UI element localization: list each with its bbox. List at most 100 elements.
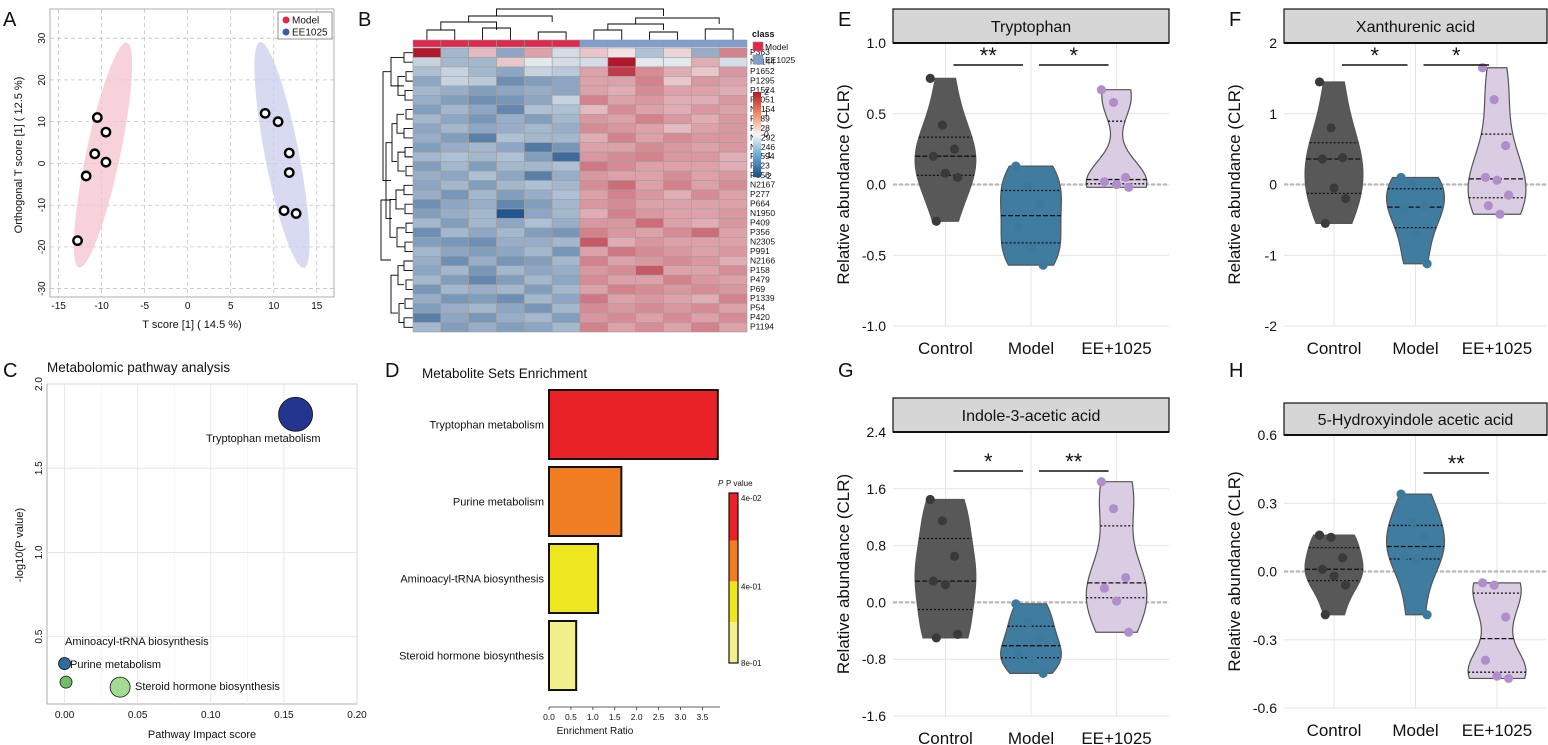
heatmap-cell bbox=[579, 218, 609, 229]
heatmap-cell bbox=[440, 113, 469, 125]
data-point bbox=[1038, 260, 1048, 270]
heatmap-cell bbox=[579, 199, 609, 210]
class-bar-cell bbox=[468, 39, 497, 48]
class-bar-cell bbox=[551, 39, 581, 48]
colorbar-tick-label: 4e-02 bbox=[741, 494, 762, 503]
heatmap-cell bbox=[579, 274, 609, 285]
heatmap-cell bbox=[440, 123, 469, 134]
data-point bbox=[1410, 555, 1421, 565]
pathway-point bbox=[58, 657, 71, 670]
heatmap-cell bbox=[718, 274, 748, 285]
heatmap-cell bbox=[468, 237, 497, 248]
heatmap-cell bbox=[663, 274, 692, 285]
heatmap-cell bbox=[468, 218, 497, 229]
violin-panels: E Tryptophan 1.0 0.5 0.0 -0.5 -1.0 Control Model… bbox=[834, 8, 1548, 745]
data-point bbox=[1329, 571, 1339, 581]
heatmap-cell bbox=[607, 303, 636, 314]
data-point bbox=[952, 172, 963, 183]
heatmap-cell bbox=[496, 47, 525, 58]
heatmap-cell bbox=[468, 227, 497, 238]
heatmap-cell bbox=[579, 76, 609, 87]
heatmap-cell bbox=[524, 76, 553, 87]
heatmap-cell bbox=[579, 180, 609, 191]
y-tick-label: -20 bbox=[37, 239, 48, 254]
heatmap-cell bbox=[579, 161, 609, 172]
heatmap-cell bbox=[524, 227, 553, 238]
dendrogram-branch bbox=[395, 189, 404, 210]
dendrogram-branch bbox=[440, 21, 497, 30]
heatmap-cell bbox=[663, 199, 692, 210]
ee1025-point bbox=[283, 167, 295, 179]
colorbar-segment bbox=[729, 493, 738, 541]
x-tick-label: 0.20 bbox=[347, 710, 367, 721]
heatmap-cell bbox=[496, 265, 525, 276]
class-bar-cell bbox=[718, 39, 748, 48]
class-bar-cell bbox=[635, 39, 664, 48]
heatmap-cell bbox=[524, 312, 553, 323]
heatmap-cell bbox=[718, 255, 748, 267]
heatmap-cell bbox=[496, 76, 525, 87]
x-category-label: Control bbox=[1307, 721, 1362, 740]
heatmap-cell bbox=[635, 293, 664, 304]
heatmap-cell bbox=[607, 293, 636, 304]
heatmap-cell bbox=[607, 47, 636, 58]
class-bar-cell bbox=[691, 39, 720, 48]
enrichment-category-label: Tryptophan metabolism bbox=[429, 420, 544, 432]
panel-letter-b: B bbox=[358, 9, 371, 31]
heatmap-cell bbox=[579, 57, 609, 68]
heatmap-cell bbox=[718, 180, 748, 191]
data-point bbox=[952, 629, 963, 639]
heatmap-cell bbox=[635, 113, 664, 125]
y-tick-label: 0.0 bbox=[1258, 564, 1278, 580]
heatmap-cell bbox=[718, 95, 748, 106]
heatmap-cell bbox=[412, 151, 442, 162]
heatmap-cell bbox=[691, 218, 720, 229]
heatmap-cell bbox=[635, 312, 664, 323]
heatmap-cell bbox=[440, 161, 469, 172]
heatmap-cell bbox=[635, 237, 664, 248]
heatmap-cell bbox=[579, 47, 609, 58]
heatmap-cell bbox=[607, 85, 636, 96]
heatmap-cell bbox=[579, 189, 609, 200]
class-bar-cell bbox=[412, 39, 442, 48]
heatmap-cell bbox=[663, 170, 692, 181]
row-label: N2305 bbox=[750, 236, 775, 246]
panel-a-points bbox=[72, 107, 302, 247]
dendrogram-branch bbox=[403, 52, 413, 63]
heatmap-cell bbox=[663, 246, 692, 257]
heatmap-cell bbox=[635, 284, 664, 295]
heatmap-cell bbox=[551, 151, 581, 162]
y-tick-label: 2.0 bbox=[34, 377, 45, 391]
heatmap-cell bbox=[718, 113, 748, 125]
violin-control bbox=[914, 77, 977, 222]
heatmap-cell bbox=[524, 274, 553, 285]
heatmap-cell bbox=[468, 113, 497, 125]
heatmap-cell bbox=[691, 142, 720, 153]
y-tick-label: -0.5 bbox=[862, 247, 886, 263]
heatmap-cell bbox=[663, 237, 692, 248]
heatmap-cell bbox=[718, 227, 748, 238]
heatmap-cell bbox=[718, 151, 748, 162]
model-point bbox=[80, 170, 92, 182]
model-point bbox=[100, 126, 112, 138]
legend-b-ee1025-swatch bbox=[752, 54, 764, 65]
data-point bbox=[1317, 154, 1327, 164]
row-label: P1652 bbox=[750, 66, 775, 76]
significance-stars: * bbox=[984, 449, 993, 474]
x-category-label: Model bbox=[1392, 339, 1438, 358]
heatmap-cell bbox=[551, 66, 581, 77]
pathway-point bbox=[278, 396, 313, 432]
heatmap-cell bbox=[663, 284, 692, 295]
enrichment-category-label: Steroid hormone biosynthesis bbox=[399, 651, 544, 663]
panel-header bbox=[892, 8, 1170, 44]
heatmap-cell bbox=[496, 113, 525, 125]
panel-c-title: Metabolomic pathway analysis bbox=[47, 360, 230, 375]
heatmap-cell bbox=[551, 161, 581, 172]
data-point bbox=[1501, 140, 1511, 151]
heatmap-cell bbox=[412, 322, 442, 333]
heatmap-cell bbox=[551, 246, 581, 257]
heatmap-cell bbox=[551, 237, 581, 248]
heatmap-cell bbox=[635, 199, 664, 210]
heatmap-cell bbox=[551, 142, 581, 153]
row-label: N2154 bbox=[750, 104, 775, 114]
